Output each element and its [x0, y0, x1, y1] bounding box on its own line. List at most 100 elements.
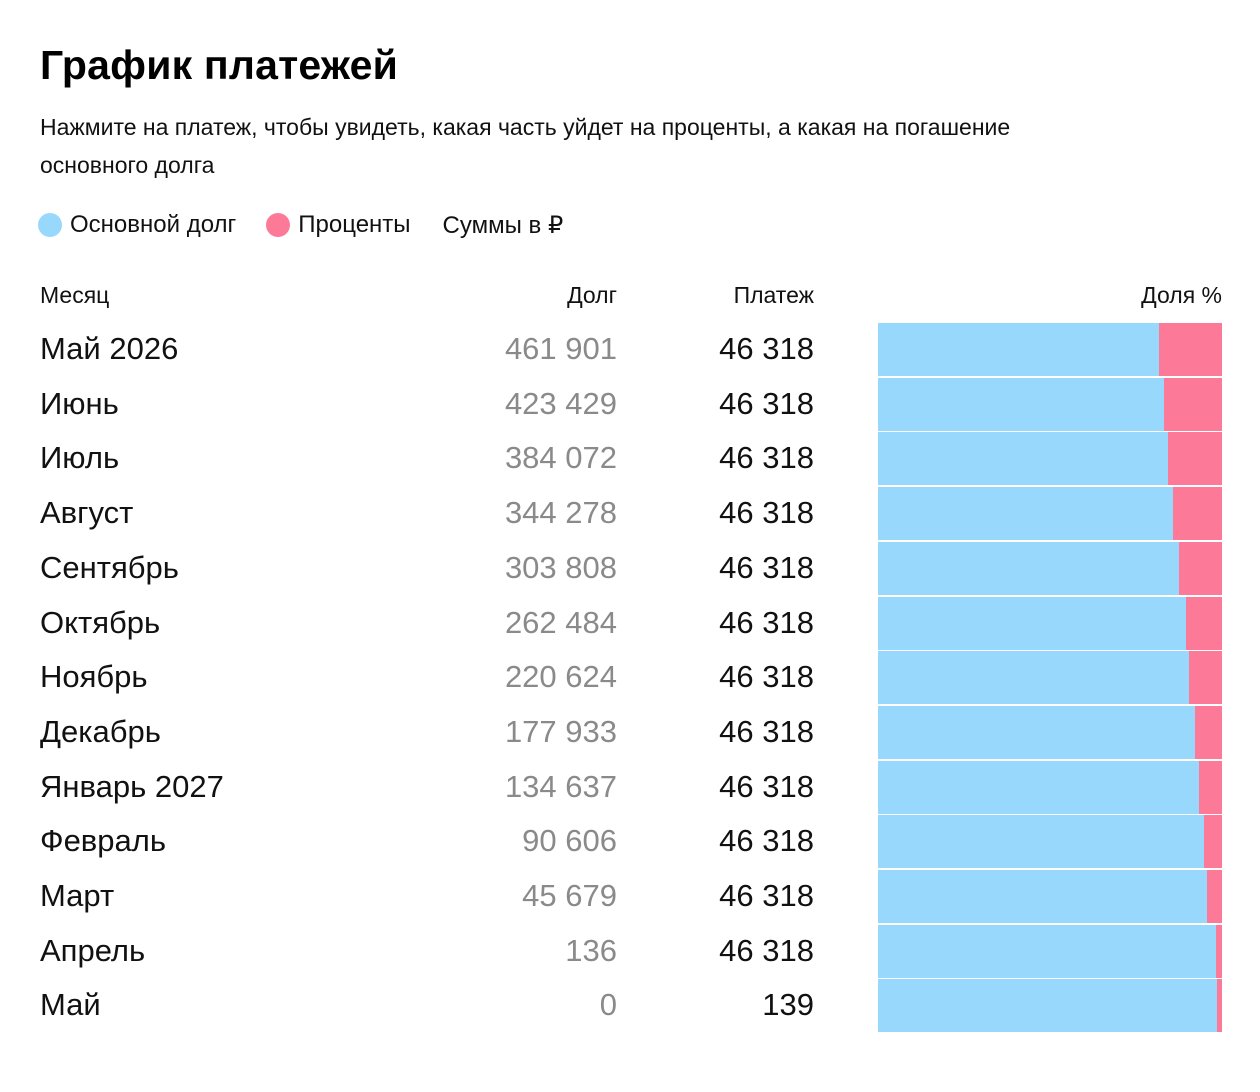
share-bar[interactable]	[878, 651, 1222, 705]
table-row[interactable]: Январь 2027 134 637 46 318	[0, 760, 1260, 814]
share-bar[interactable]	[878, 815, 1222, 869]
legend: Основной долг Проценты Суммы в ₽	[38, 206, 563, 244]
table-row[interactable]: Октябрь 262 484 46 318	[0, 596, 1260, 650]
bar-segment-interest	[1206, 870, 1222, 923]
payment-value: 46 318	[719, 604, 814, 640]
month-label: Ноябрь	[40, 659, 148, 695]
page-subtitle: Нажмите на платеж, чтобы увидеть, какая …	[40, 114, 1011, 178]
debt-value: 461 901	[504, 331, 617, 366]
month-label: Апрель	[40, 932, 146, 968]
payment-value: 46 318	[719, 932, 814, 968]
bar-segment-debt	[878, 377, 1164, 431]
share-bar[interactable]	[878, 432, 1222, 486]
table-row[interactable]: Февраль 90 606 46 318	[0, 814, 1260, 869]
bar-segment-debt	[878, 924, 1216, 978]
payment-value: 46 318	[719, 385, 814, 421]
bar-segment-interest	[1163, 377, 1222, 431]
legend-debt-label: Основной долг	[70, 211, 237, 238]
table-row[interactable]: Июль 384 072 46 318	[0, 431, 1260, 486]
bar-segment-interest	[1216, 979, 1222, 1033]
share-bar[interactable]	[878, 377, 1222, 431]
column-header-payment: Платеж	[733, 282, 814, 308]
column-header-month: Месяц	[40, 282, 110, 308]
table-row[interactable]: Сентябрь 303 808 46 318	[0, 541, 1260, 595]
month-label: Январь 2027	[40, 768, 224, 804]
debt-value: 344 278	[504, 495, 617, 531]
bar-segment-debt	[878, 651, 1190, 705]
bar-segment-debt	[878, 432, 1168, 486]
table-row[interactable]: Май 2026 461 901 46 318	[0, 322, 1260, 376]
debt-value: 177 933	[504, 713, 617, 749]
bar-segment-debt	[878, 815, 1205, 869]
legend-interest-label: Проценты	[298, 211, 411, 238]
bar-segment-debt	[878, 979, 1217, 1033]
month-label: Июль	[40, 440, 120, 476]
share-bar[interactable]	[878, 596, 1222, 650]
interest-dot-icon	[266, 213, 291, 237]
debt-value: 220 624	[504, 659, 617, 695]
table-row[interactable]: Август 344 278 46 318	[0, 486, 1260, 541]
month-label: Март	[40, 878, 115, 913]
bar-segment-interest	[1194, 705, 1222, 759]
share-bar[interactable]	[878, 760, 1222, 814]
debt-value: 0	[599, 987, 617, 1023]
debt-value: 423 429	[504, 385, 617, 421]
share-bar[interactable]	[878, 979, 1222, 1033]
month-label: Июнь	[40, 385, 119, 421]
payment-value: 46 318	[719, 878, 814, 913]
month-label: Май 2026	[40, 331, 179, 366]
bar-segment-debt	[878, 596, 1186, 650]
bar-segment-debt	[878, 705, 1195, 759]
bar-segment-debt	[878, 760, 1199, 814]
column-header-share: Доля %	[1141, 282, 1222, 308]
debt-value: 134 637	[504, 768, 617, 804]
currency-note: Суммы в ₽	[442, 211, 564, 239]
bar-segment-debt	[878, 323, 1160, 376]
share-bar[interactable]	[878, 541, 1222, 595]
bar-segment-interest	[1159, 323, 1222, 376]
payment-value: 46 318	[719, 823, 814, 859]
column-header-debt: Долг	[567, 282, 617, 308]
month-label: Сентябрь	[40, 549, 179, 585]
legend-item-interest: Проценты	[266, 211, 411, 239]
debt-dot-icon	[38, 213, 62, 237]
share-bar[interactable]	[878, 870, 1222, 923]
payment-value: 46 318	[719, 659, 814, 695]
payment-value: 46 318	[719, 713, 814, 749]
table-row[interactable]: Декабрь 177 933 46 318	[0, 705, 1260, 759]
share-bar[interactable]	[878, 487, 1222, 541]
bar-segment-interest	[1204, 815, 1222, 869]
debt-value: 45 679	[522, 878, 617, 913]
bar-segment-interest	[1179, 541, 1222, 595]
share-bar[interactable]	[878, 924, 1222, 978]
page-title: График платежей	[40, 42, 399, 88]
table-row[interactable]: Ноябрь 220 624 46 318	[0, 650, 1260, 705]
debt-value: 136	[565, 932, 617, 968]
month-label: Февраль	[40, 823, 166, 859]
table-row[interactable]: Март 45 679 46 318	[0, 869, 1260, 923]
month-label: Декабрь	[40, 713, 161, 749]
share-bar[interactable]	[878, 705, 1222, 759]
bar-segment-interest	[1167, 432, 1222, 486]
share-bar[interactable]	[878, 323, 1222, 376]
bar-segment-interest	[1198, 760, 1222, 814]
bar-segment-interest	[1185, 596, 1222, 650]
payment-value: 139	[762, 987, 814, 1023]
table-row[interactable]: Апрель 136 46 318	[0, 924, 1260, 978]
month-label: Август	[40, 495, 134, 531]
month-label: Май	[40, 987, 101, 1023]
bar-segment-debt	[878, 487, 1174, 541]
debt-value: 384 072	[504, 440, 617, 476]
payment-value: 46 318	[719, 495, 814, 531]
bar-segment-interest	[1215, 924, 1222, 978]
debt-value: 303 808	[504, 549, 617, 585]
payment-value: 46 318	[719, 331, 814, 366]
payment-value: 46 318	[719, 768, 814, 804]
table-row[interactable]: Май 0 139	[0, 978, 1260, 1033]
table-row[interactable]: Июнь 423 429 46 318	[0, 377, 1260, 431]
bar-segment-debt	[878, 541, 1179, 595]
legend-item-debt: Основной долг	[38, 211, 236, 239]
bar-segment-debt	[878, 870, 1207, 923]
payment-value: 46 318	[719, 549, 814, 585]
month-label: Октябрь	[40, 604, 161, 640]
